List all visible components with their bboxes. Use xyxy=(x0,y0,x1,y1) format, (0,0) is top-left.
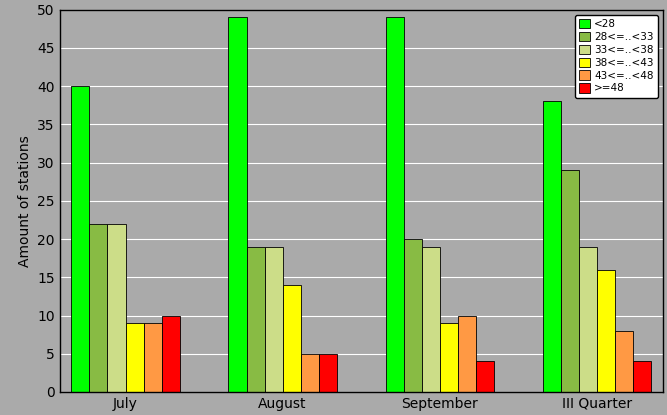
Bar xyxy=(71,86,89,392)
Bar xyxy=(543,101,561,392)
Bar xyxy=(579,247,597,392)
Bar xyxy=(283,285,301,392)
Bar xyxy=(319,354,337,392)
Bar xyxy=(615,331,633,392)
Bar xyxy=(247,247,265,392)
Bar xyxy=(476,361,494,392)
Bar xyxy=(89,224,107,392)
Bar xyxy=(265,247,283,392)
Bar xyxy=(107,224,125,392)
Bar xyxy=(125,323,143,392)
Bar xyxy=(386,17,404,392)
Bar xyxy=(440,323,458,392)
Bar xyxy=(458,315,476,392)
Bar xyxy=(633,361,651,392)
Bar xyxy=(404,239,422,392)
Bar xyxy=(228,17,247,392)
Y-axis label: Amount of stations: Amount of stations xyxy=(17,135,31,267)
Legend: <28, 28<=..<33, 33<=..<38, 38<=..<43, 43<=..<48, >=48: <28, 28<=..<33, 33<=..<38, 38<=..<43, 43… xyxy=(575,15,658,98)
Bar xyxy=(561,170,579,392)
Bar xyxy=(161,315,179,392)
Bar xyxy=(301,354,319,392)
Bar xyxy=(597,270,615,392)
Bar xyxy=(422,247,440,392)
Bar xyxy=(143,323,161,392)
